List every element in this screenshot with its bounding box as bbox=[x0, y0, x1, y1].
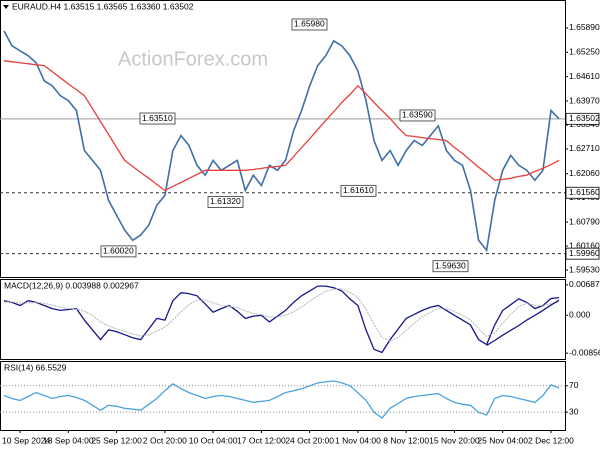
y-tick-label: 1.64610 bbox=[569, 71, 600, 81]
x-tick-label: 10 Sep 2024 bbox=[2, 435, 50, 445]
watermark: ActionForex.com bbox=[118, 48, 268, 70]
series-line bbox=[3, 60, 560, 192]
annotation-box bbox=[432, 260, 469, 273]
panel-title: MACD(12,26,9) 0.003988 0.002967 bbox=[4, 280, 139, 290]
annotation-label: 1.63590 bbox=[402, 110, 433, 120]
x-tick-label: 24 Oct 20:00 bbox=[285, 435, 334, 445]
annotation-box bbox=[139, 112, 176, 125]
y-tick-label: 1.63970 bbox=[569, 95, 600, 105]
y-tick-label: 1.62060 bbox=[569, 168, 600, 178]
x-tick-label: 18 Sep 04:00 bbox=[43, 435, 94, 445]
y-tick-label: 1.59530 bbox=[569, 264, 600, 274]
y-tick-label: 1.60160 bbox=[569, 240, 600, 250]
annotation-label: 1.61610 bbox=[343, 185, 374, 195]
panel-title: EURAUD.H4 1.63515 1.63565 1.63360 1.6350… bbox=[12, 1, 194, 11]
annotation-box bbox=[207, 195, 244, 208]
price-level-label: 1.59960 bbox=[569, 248, 600, 258]
y-tick-label: 1.65890 bbox=[569, 22, 600, 32]
y-tick-label: 70 bbox=[569, 380, 579, 390]
series-line bbox=[4, 288, 560, 342]
annotation-label: 1.65980 bbox=[294, 19, 325, 29]
macd-panel bbox=[0, 279, 566, 360]
price-level-label: 1.63502 bbox=[569, 113, 600, 123]
annotation-label: 1.63510 bbox=[142, 113, 173, 123]
series-line bbox=[3, 285, 560, 354]
annotation-box bbox=[399, 109, 436, 122]
y-tick-label: 0.006873 bbox=[569, 279, 600, 289]
panel-title: RSI(14) 66.5529 bbox=[4, 362, 67, 372]
price-level-label: 1.61560 bbox=[569, 187, 600, 197]
price-level-box bbox=[565, 186, 600, 199]
price-level-box bbox=[565, 112, 600, 125]
annotation-box bbox=[340, 184, 377, 197]
rsi-panel bbox=[0, 361, 566, 431]
x-tick-label: 2 Oct 20:00 bbox=[143, 435, 187, 445]
x-tick-label: 17 Oct 12:00 bbox=[237, 435, 286, 445]
x-tick-label: 25 Nov 04:00 bbox=[477, 435, 528, 445]
menu-arrow bbox=[3, 5, 9, 9]
annotation-label: 1.61320 bbox=[210, 196, 241, 206]
series-line bbox=[3, 380, 560, 419]
y-tick-label: 1.65250 bbox=[569, 47, 600, 57]
x-tick-label: 10 Oct 04:00 bbox=[189, 435, 238, 445]
x-tick-label: 2 Dec 12:00 bbox=[528, 435, 574, 445]
y-tick-label: -0.00856 bbox=[569, 347, 600, 357]
price-panel bbox=[0, 0, 566, 278]
annotation-box bbox=[291, 18, 328, 31]
x-tick-label: 1 Nov 04:00 bbox=[335, 435, 381, 445]
y-tick-label: 0.000 bbox=[569, 310, 591, 320]
y-tick-label: 30 bbox=[569, 406, 579, 416]
annotation-box bbox=[100, 245, 137, 258]
x-tick-label: 25 Sep 12:00 bbox=[91, 435, 142, 445]
y-tick-label: 1.60790 bbox=[569, 216, 600, 226]
y-tick-label: 1.62710 bbox=[569, 143, 600, 153]
price-level-box bbox=[565, 247, 600, 260]
x-tick-label: 8 Nov 12:00 bbox=[383, 435, 429, 445]
series-line bbox=[486, 299, 560, 346]
annotation-label: 1.60020 bbox=[103, 246, 134, 256]
annotation-label: 1.59630 bbox=[435, 260, 466, 270]
x-tick-label: 15 Nov 20:00 bbox=[429, 435, 480, 445]
